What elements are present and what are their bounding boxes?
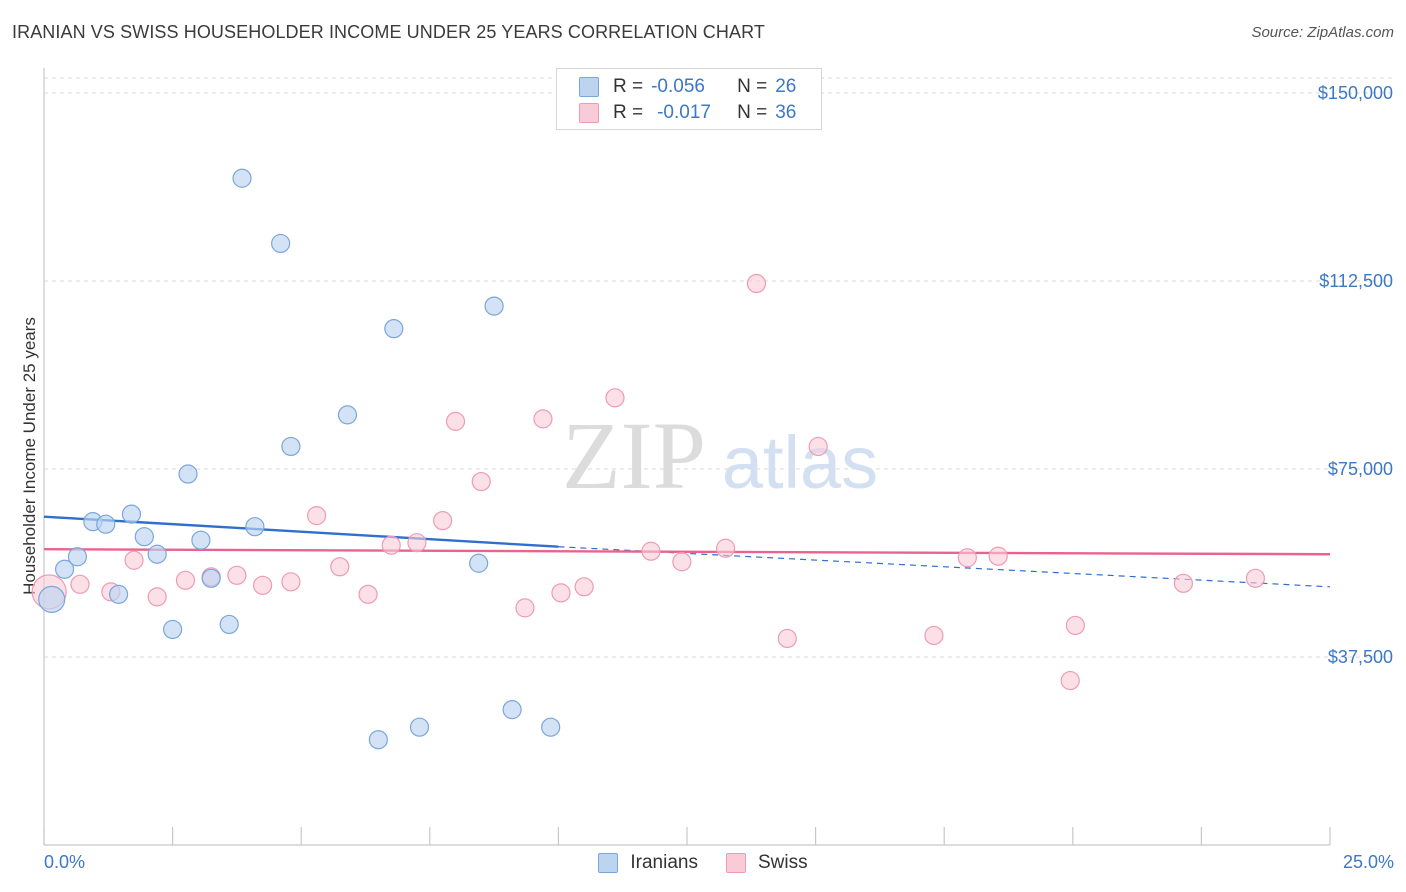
swiss-trend-line bbox=[43, 548, 1331, 556]
iranians-point bbox=[67, 547, 88, 567]
iranians-point bbox=[121, 504, 142, 524]
legend-label-iranians: Iranians bbox=[630, 852, 698, 873]
swiss-point bbox=[147, 587, 167, 607]
series-legend: Iranians Swiss bbox=[0, 852, 1406, 874]
swiss-point bbox=[988, 546, 1008, 566]
legend-item-swiss: Swiss bbox=[725, 852, 808, 874]
swiss-point bbox=[445, 411, 466, 431]
iranians-point bbox=[201, 568, 221, 588]
swiss-point bbox=[471, 471, 491, 492]
iranians-point bbox=[219, 614, 239, 635]
swiss-swatch bbox=[579, 103, 599, 123]
swiss-point bbox=[777, 628, 797, 649]
swiss-point bbox=[253, 575, 273, 595]
swiss-point bbox=[307, 506, 327, 526]
iranians-point bbox=[245, 517, 265, 537]
swiss-point bbox=[533, 409, 553, 429]
watermark-zip: ZIP bbox=[562, 402, 706, 509]
swiss-point bbox=[551, 583, 571, 603]
swiss-point bbox=[641, 541, 661, 561]
iranians-point bbox=[541, 717, 561, 737]
swiss-swatch bbox=[725, 853, 746, 873]
watermark-atlas: atlas bbox=[722, 421, 878, 504]
y-tick-label: $75,000 bbox=[1328, 459, 1393, 479]
r-value: -0.017 bbox=[657, 102, 711, 123]
legend-row-swiss: R = -0.017 N = 36 bbox=[579, 101, 796, 125]
swiss-point bbox=[124, 550, 144, 570]
iranians-point bbox=[38, 585, 66, 613]
swiss-point bbox=[515, 598, 535, 618]
legend-item-iranians: Iranians bbox=[598, 852, 698, 874]
swiss-point bbox=[574, 577, 594, 597]
iranians-point bbox=[147, 544, 167, 564]
swiss-point bbox=[746, 273, 767, 294]
n-label: N = bbox=[737, 76, 768, 97]
swiss-point bbox=[672, 552, 692, 572]
iranians-point bbox=[163, 619, 183, 640]
swiss-point bbox=[1245, 568, 1266, 588]
data-points bbox=[31, 168, 1266, 750]
swiss-point bbox=[605, 388, 625, 408]
iranians-point bbox=[191, 530, 211, 550]
iranians-trend-extension bbox=[558, 546, 1331, 588]
iranians-point bbox=[337, 405, 358, 425]
swiss-point bbox=[715, 538, 736, 558]
swiss-point bbox=[70, 574, 90, 594]
r-value: -0.056 bbox=[651, 76, 705, 97]
chart-title: IRANIAN VS SWISS HOUSEHOLDER INCOME UNDE… bbox=[12, 22, 765, 42]
r-label: R = bbox=[613, 76, 644, 97]
iranians-point bbox=[384, 319, 404, 339]
swiss-point bbox=[1065, 615, 1085, 636]
legend-row-iranians: R = -0.056 N = 26 bbox=[579, 75, 796, 99]
iranians-point bbox=[96, 514, 116, 534]
iranians-point bbox=[502, 700, 522, 720]
x-tick-label-min: 0.0% bbox=[44, 852, 86, 872]
y-tick-labels: $37,500 $75,000 $112,500 $150,000 bbox=[1318, 83, 1393, 667]
axes bbox=[43, 68, 1331, 846]
n-value: 36 bbox=[775, 102, 797, 123]
iranians-point bbox=[409, 717, 430, 737]
swiss-point bbox=[175, 570, 196, 590]
iranians-point bbox=[108, 584, 129, 604]
n-label: N = bbox=[737, 102, 768, 123]
y-tick-label: $150,000 bbox=[1318, 83, 1393, 103]
grid-lines bbox=[44, 77, 1392, 658]
n-value: 26 bbox=[775, 76, 797, 97]
source-label: Source: ZipAtlas.com bbox=[1251, 24, 1394, 41]
swiss-point bbox=[1060, 670, 1080, 691]
swiss-point bbox=[381, 535, 401, 555]
iranians-swatch bbox=[598, 853, 619, 873]
x-tick-label-max: 25.0% bbox=[1342, 852, 1394, 872]
swiss-point bbox=[281, 572, 301, 592]
swiss-point bbox=[358, 584, 378, 604]
correlation-legend: R = -0.056 N = 26 R = -0.017 N = 36 bbox=[556, 68, 822, 130]
iranians-point bbox=[232, 168, 252, 188]
swiss-point bbox=[407, 533, 427, 553]
iranians-point bbox=[178, 464, 198, 484]
iranians-point bbox=[469, 553, 489, 573]
swiss-point bbox=[433, 511, 453, 531]
swiss-point bbox=[1173, 573, 1193, 593]
iranians-point bbox=[54, 559, 75, 579]
iranians-point bbox=[484, 296, 504, 316]
y-tick-label: $37,500 bbox=[1328, 647, 1393, 667]
iranians-trend-line bbox=[43, 515, 559, 548]
watermark: ZIP atlas bbox=[562, 402, 878, 509]
iranians-point bbox=[271, 233, 291, 254]
iranians-point bbox=[281, 436, 301, 457]
iranians-point bbox=[134, 527, 154, 547]
iranians-swatch bbox=[579, 77, 599, 97]
r-label: R = bbox=[613, 102, 644, 123]
swiss-point bbox=[808, 436, 828, 457]
iranians-point bbox=[368, 730, 388, 750]
swiss-point bbox=[924, 625, 944, 646]
y-tick-label: $112,500 bbox=[1319, 271, 1393, 291]
legend-label-swiss: Swiss bbox=[757, 852, 808, 873]
swiss-point bbox=[957, 548, 977, 568]
swiss-point bbox=[227, 565, 247, 585]
swiss-point bbox=[330, 557, 350, 577]
